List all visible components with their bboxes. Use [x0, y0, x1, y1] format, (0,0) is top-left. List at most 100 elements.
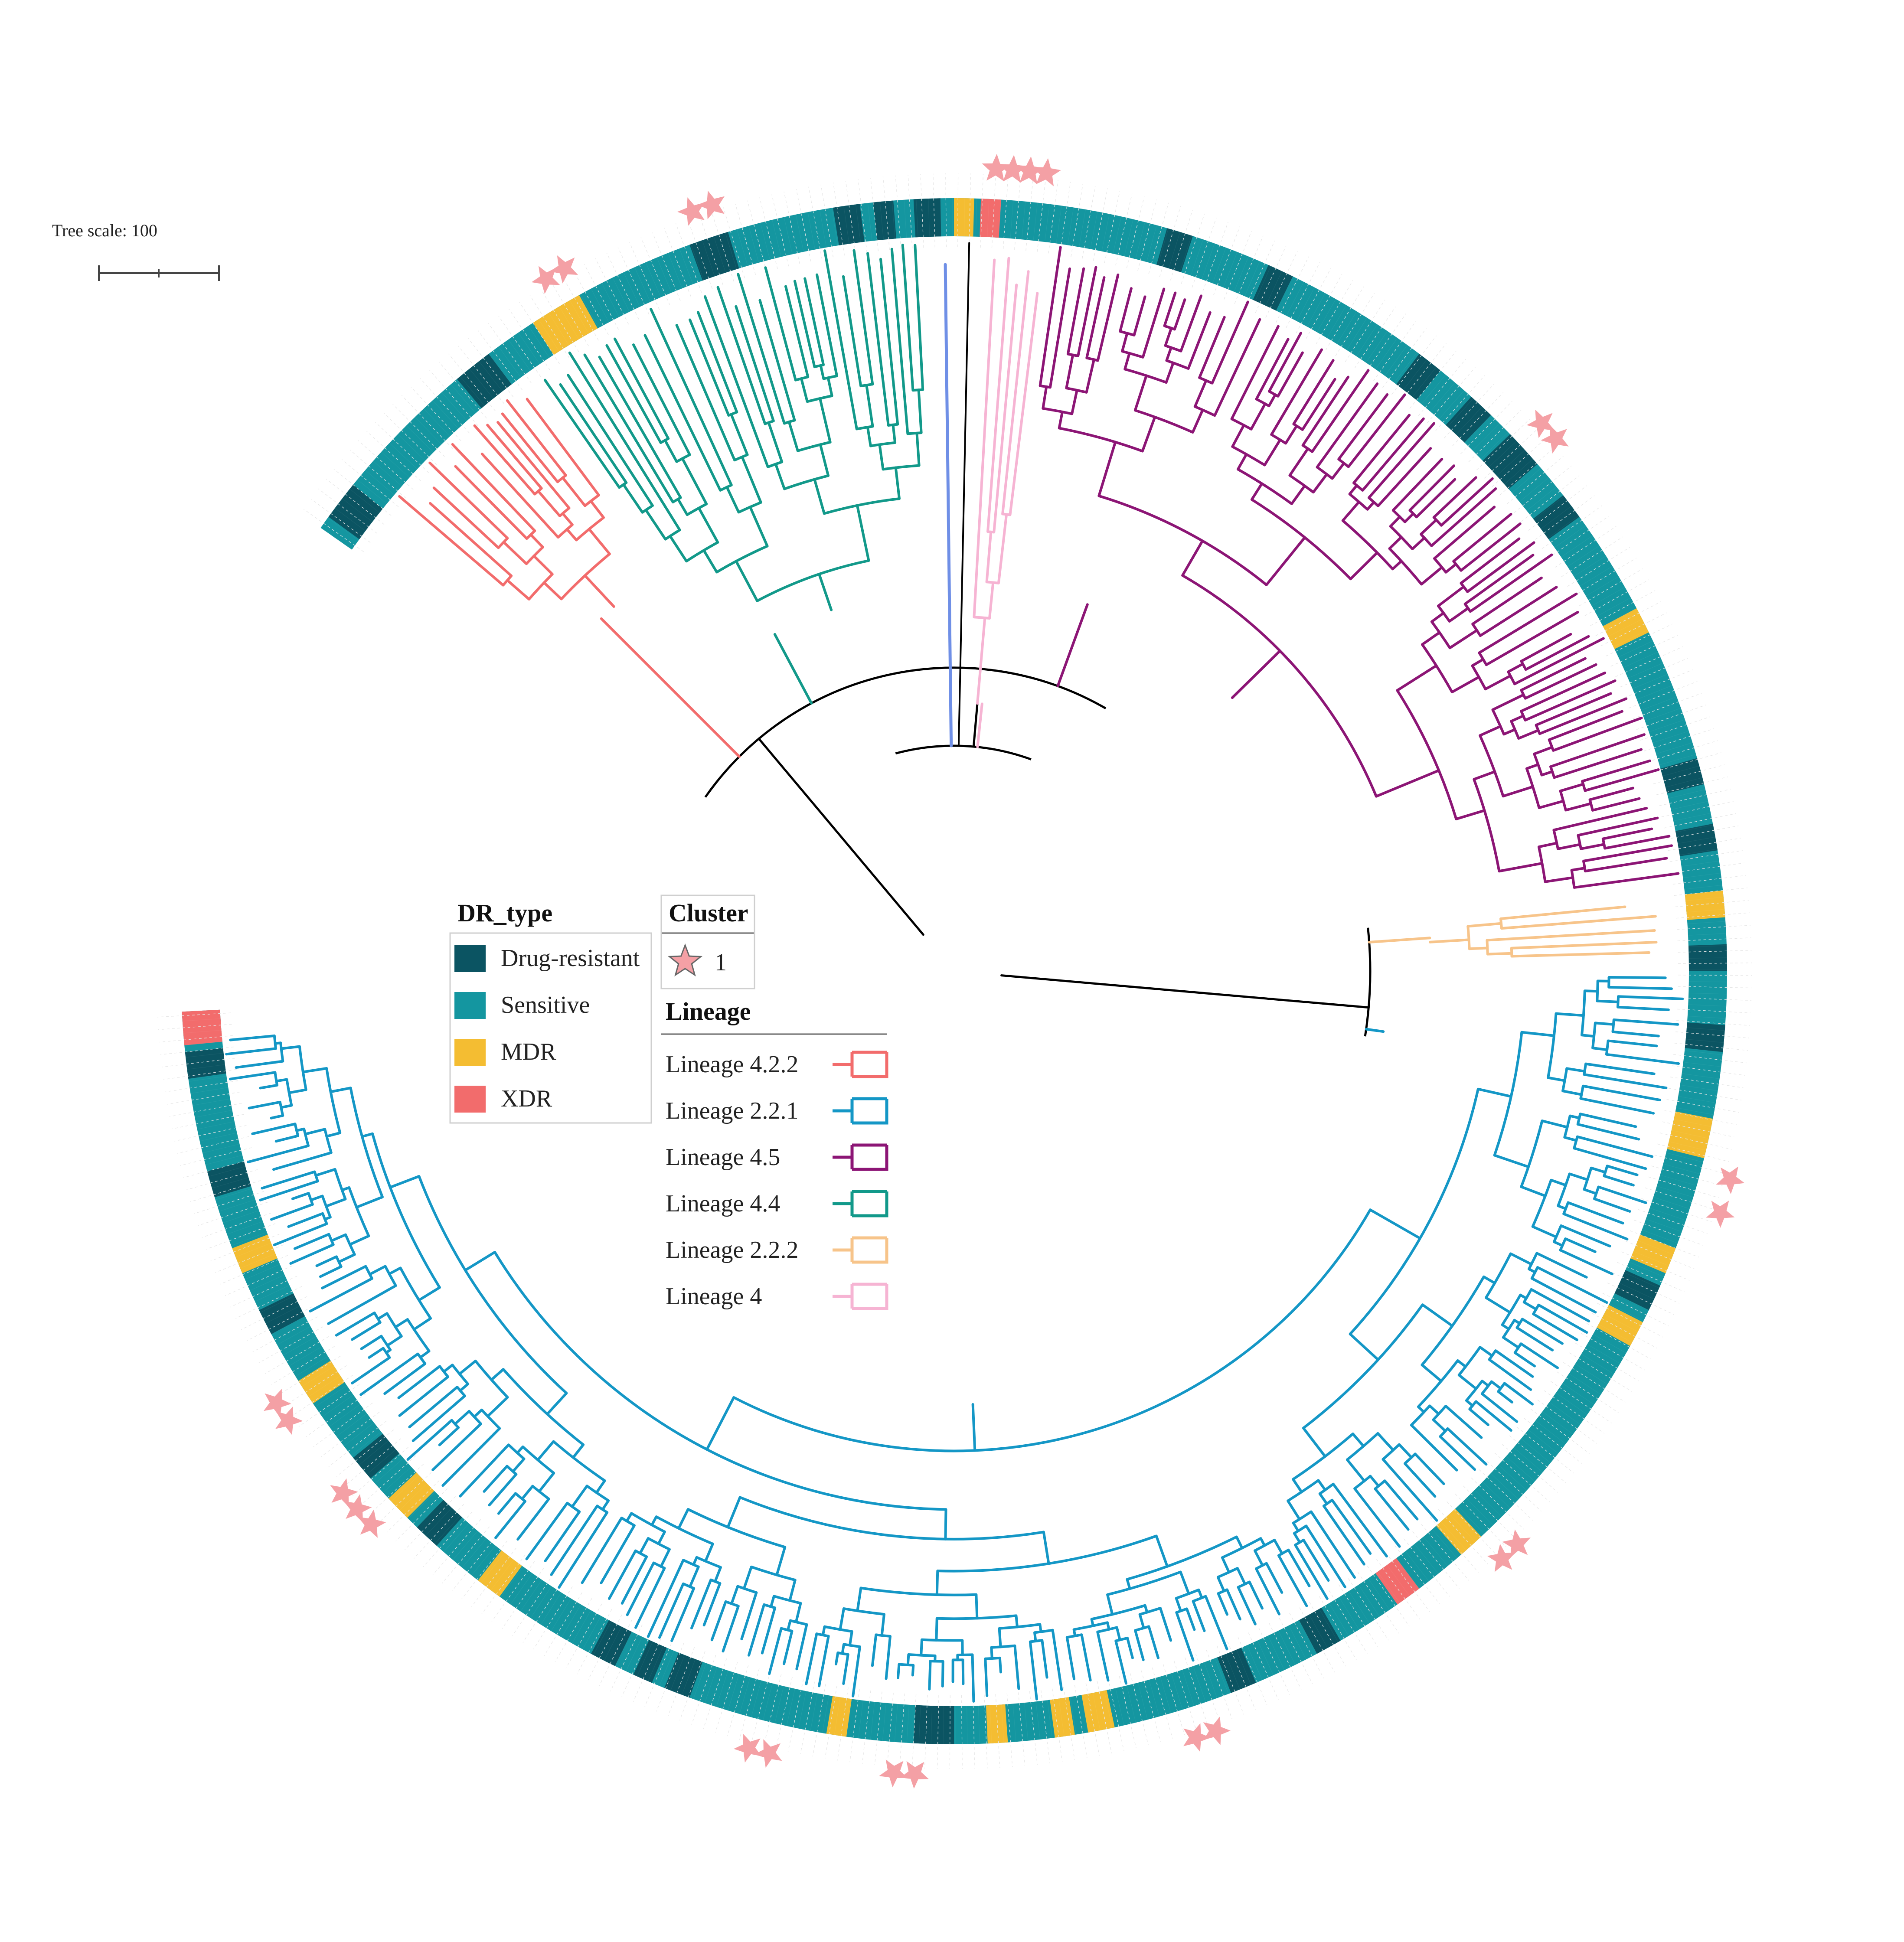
- ring-separator: [582, 1616, 601, 1650]
- tip-guide: [969, 173, 971, 248]
- tip-guide: [1195, 1654, 1221, 1723]
- tip-guide: [369, 1464, 424, 1514]
- tip-guide: [1306, 274, 1342, 339]
- lineage-4-5-stem: [1517, 729, 1540, 740]
- lineage-2-2-1-tip: [1305, 1524, 1346, 1589]
- tip-guide: [158, 1024, 232, 1030]
- tip-guide: [1412, 1531, 1460, 1589]
- tip-guide: [1484, 428, 1539, 479]
- lineage-2-2-1-tip: [1192, 1600, 1206, 1632]
- ring-separator: [187, 1064, 225, 1070]
- ring-separator: [342, 498, 373, 522]
- tip-guide: [1255, 245, 1287, 313]
- lineage-2-2-1-stem: [848, 1630, 853, 1647]
- ring-separator: [748, 225, 759, 263]
- lineage-2-2-1-arc: [274, 1072, 278, 1086]
- lineage-2-2-1-tip: [270, 1203, 314, 1221]
- ring-separator: [1204, 1662, 1218, 1698]
- ring-separator: [1149, 1680, 1159, 1717]
- tip-guide: [284, 1365, 347, 1406]
- lineage-2-2-1-stem: [295, 1127, 306, 1132]
- ring-separator: [1683, 1062, 1721, 1067]
- ring-separator: [308, 1375, 341, 1397]
- tip-guide: [1348, 1578, 1389, 1641]
- tip-guide: [318, 489, 378, 534]
- legend-swatch-sensitive: [454, 992, 486, 1019]
- lineage-4-5-tip: [1479, 586, 1558, 637]
- ring-separator: [1090, 211, 1098, 249]
- ring-separator: [798, 1691, 807, 1729]
- tip-guide: [420, 378, 470, 434]
- lineage-2-2-1-stem: [1485, 1296, 1512, 1314]
- lineage-4-4-stem: [800, 377, 809, 403]
- lineage-2-2-1-stem: [1175, 1597, 1182, 1612]
- tip-guide: [1670, 1077, 1744, 1088]
- lineage-2-2-1-tip: [1383, 1479, 1419, 1521]
- lineage-4-4-tip: [632, 343, 691, 456]
- ring-separator: [208, 1166, 245, 1177]
- lineage-4-5-stem: [1341, 500, 1360, 522]
- lineage-2-2-1-arc: [1421, 1276, 1485, 1366]
- ring-separator: [1257, 1640, 1274, 1675]
- legend-lineage-title: Lineage: [666, 997, 751, 1025]
- tip-guide: [1430, 1517, 1479, 1573]
- ring-separator: [1070, 1697, 1077, 1735]
- tip-guide: [1535, 495, 1595, 540]
- lineage-2-2-1-tip: [1513, 1351, 1536, 1368]
- lineage-4-4-tip: [784, 285, 810, 379]
- tip-guide: [1621, 1251, 1690, 1281]
- reference-black-branch: [957, 242, 970, 747]
- lineage-4-2-2-tip: [451, 443, 536, 532]
- lineage-2-2-1-stem: [794, 1602, 802, 1623]
- tip-guide: [235, 1286, 302, 1319]
- legend-dr-type: DR_type Drug-resistant Sensitive MDR XDR: [449, 899, 652, 1124]
- ring-separator: [382, 1466, 411, 1493]
- ring-separator: [265, 1306, 300, 1324]
- tip-guide: [551, 282, 589, 346]
- tip-guide: [1674, 888, 1747, 896]
- ring-separator: [1265, 271, 1282, 306]
- lineage-4-5-tip: [1230, 325, 1280, 421]
- ring-separator: [549, 313, 569, 346]
- ring-segment-mdr: [1597, 1305, 1643, 1346]
- lineage-2-2-1-stem: [1594, 1022, 1615, 1026]
- tip-guide: [1653, 764, 1725, 784]
- lineage-2-2-1-arc: [696, 1556, 722, 1569]
- lineage-2-2-1-arc: [790, 1619, 807, 1626]
- ring-separator: [713, 236, 726, 273]
- ring-separator: [998, 199, 1002, 238]
- lineage-2-2-2-tip: [1500, 915, 1657, 930]
- ring-separator: [1215, 1658, 1229, 1694]
- lineage-2-2-1-tip: [544, 1510, 581, 1563]
- tip-guide: [1678, 986, 1752, 989]
- tip-guide: [739, 1668, 760, 1740]
- lineage-2-2-1-tip: [1248, 1580, 1264, 1610]
- lineage-2-2-1-stem: [1235, 1535, 1244, 1550]
- ring-separator: [1414, 1544, 1439, 1574]
- tip-guide: [197, 1202, 268, 1226]
- lineage-2-2-2-tip: [1510, 940, 1658, 950]
- lineage-4-5-tip: [1292, 359, 1335, 426]
- lineage-2-2-1-stem: [787, 1619, 792, 1632]
- lineage-2-2-1-arc: [737, 1585, 757, 1594]
- lineage-4-4-arc: [908, 431, 921, 435]
- lineage-2-2-1-arc: [1528, 1253, 1538, 1270]
- lineage-2-2-1-stem: [376, 1312, 389, 1320]
- ring-separator: [1561, 535, 1593, 558]
- tip-guide: [1567, 547, 1630, 587]
- ring-separator: [415, 417, 442, 445]
- tip-guide: [540, 288, 579, 352]
- lineage-2-2-1-stem: [1481, 1380, 1490, 1387]
- lineage-2-2-1-tip: [327, 1284, 397, 1325]
- lineage-2-2-1-stem: [1513, 1319, 1521, 1325]
- lineage-4-5-arc: [1059, 427, 1143, 453]
- lineage-2-2-1-tip: [431, 1422, 483, 1472]
- lineage-4-5-arc: [1231, 445, 1266, 467]
- ring-separator: [1686, 909, 1725, 913]
- lineage-4-4-tip: [567, 374, 654, 507]
- lineage-2-2-1-tip: [818, 1635, 830, 1687]
- legend-dr-frame: [449, 932, 652, 1124]
- ring-separator: [894, 1704, 898, 1742]
- ring-separator: [320, 527, 352, 550]
- tip-guide: [344, 1438, 401, 1487]
